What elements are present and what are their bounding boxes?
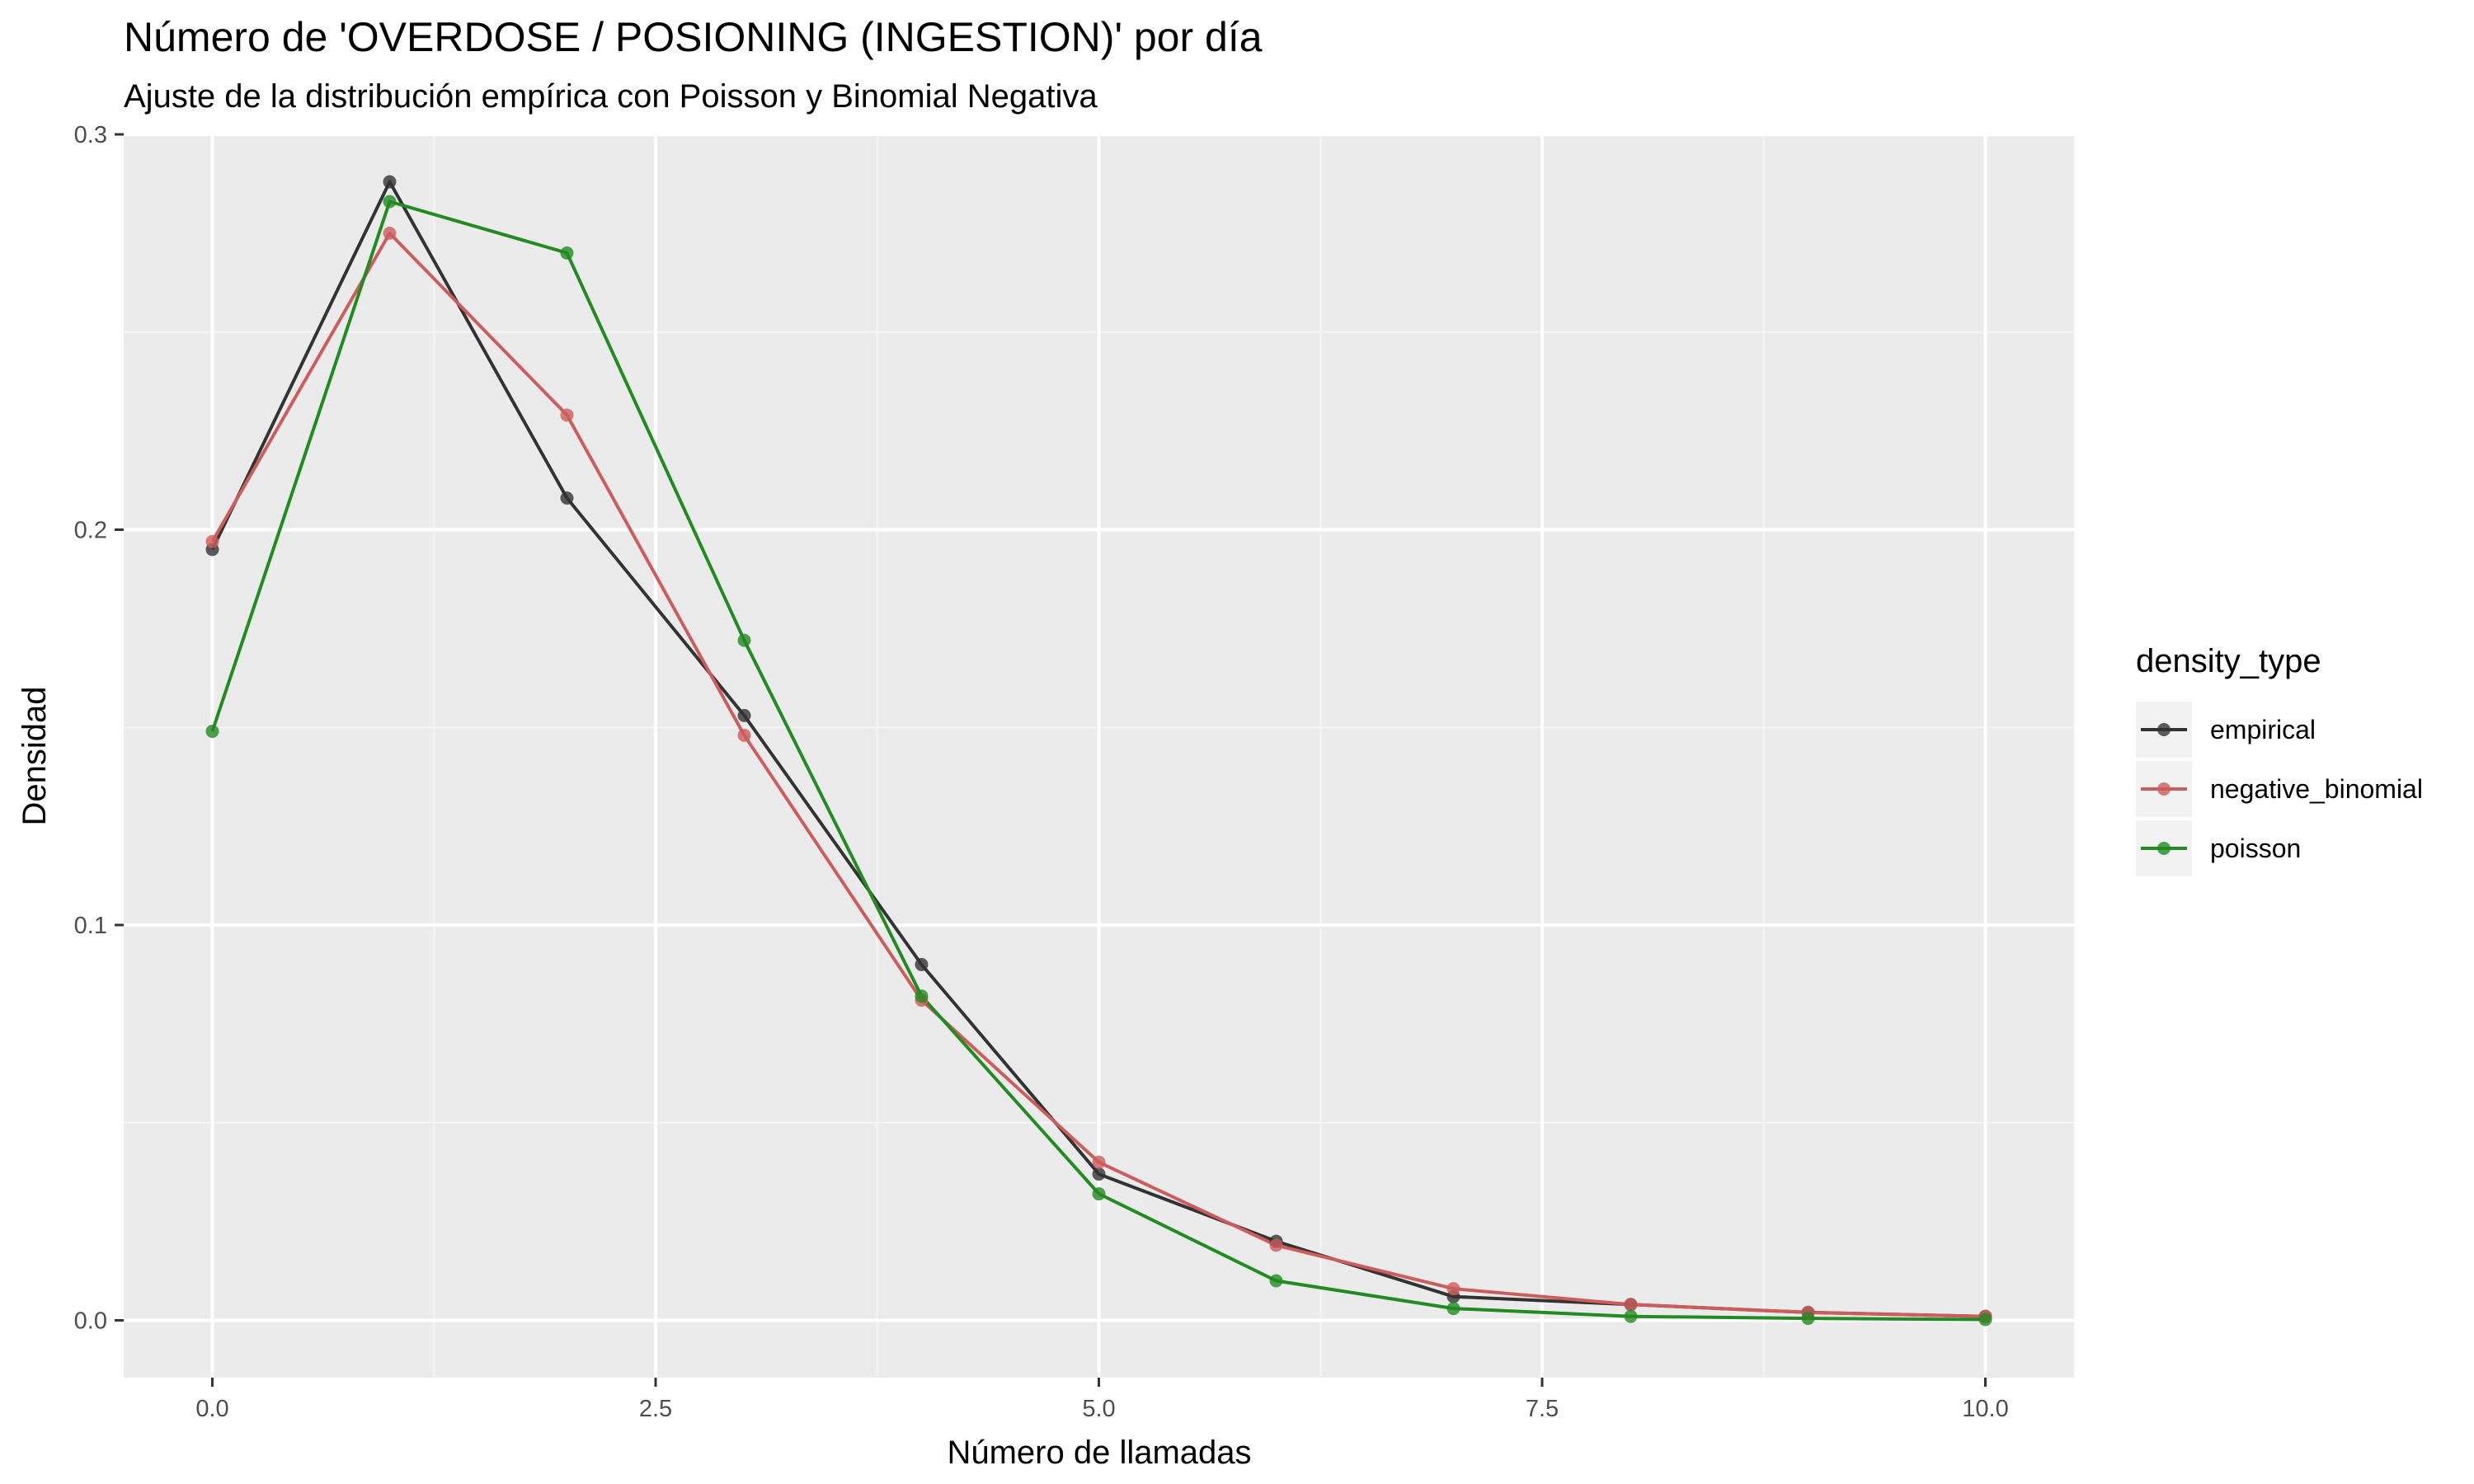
y-tick-label: 0.3 <box>74 122 107 148</box>
data-point-poisson <box>1446 1302 1460 1316</box>
x-tick-label: 0.0 <box>195 1396 228 1422</box>
legend-label-negative-binomial: negative_binomial <box>2210 774 2423 804</box>
y-axis-title: Densidad <box>16 686 53 825</box>
chart-subtitle: Ajuste de la distribución empírica con P… <box>124 78 1098 115</box>
data-point-poisson <box>915 989 929 1003</box>
x-axis-title: Número de llamadas <box>947 1435 1251 1471</box>
x-tick-label: 2.5 <box>639 1396 672 1422</box>
y-tick-label: 0.0 <box>74 1308 107 1334</box>
legend-key-point-poisson <box>2157 842 2171 855</box>
data-point-negative-binomial <box>1269 1238 1283 1252</box>
data-point-empirical <box>560 491 574 505</box>
data-point-empirical <box>915 957 929 971</box>
y-tick-label: 0.2 <box>74 517 107 543</box>
data-point-poisson <box>1801 1312 1815 1326</box>
data-point-empirical <box>1092 1167 1106 1181</box>
legend-key-point-negative-binomial <box>2157 782 2171 796</box>
data-point-negative-binomial <box>1446 1282 1460 1296</box>
x-tick-label: 5.0 <box>1082 1396 1115 1422</box>
x-tick-label: 10.0 <box>1962 1396 2008 1422</box>
data-point-poisson <box>383 195 397 209</box>
data-point-negative-binomial <box>1624 1298 1638 1312</box>
data-point-empirical <box>383 175 397 189</box>
y-axis: 0.0 0.1 0.2 0.3 <box>74 122 124 1334</box>
data-point-negative-binomial <box>1092 1155 1106 1169</box>
data-point-poisson <box>1092 1187 1106 1201</box>
series-layer <box>205 175 1992 1327</box>
data-point-poisson <box>1978 1313 1992 1327</box>
data-point-negative-binomial <box>560 408 574 422</box>
data-point-negative-binomial <box>737 728 751 742</box>
data-point-negative-binomial <box>383 226 397 240</box>
legend-label-empirical: empirical <box>2210 715 2316 744</box>
data-point-poisson <box>1624 1309 1638 1323</box>
legend-key-point-empirical <box>2157 723 2171 736</box>
data-point-empirical <box>737 708 751 722</box>
legend: density_type empirical negative_binomialp… <box>2136 643 2423 876</box>
data-point-poisson <box>205 725 219 739</box>
legend-title: density_type <box>2136 643 2321 679</box>
data-point-poisson <box>737 633 751 647</box>
data-point-negative-binomial <box>205 534 219 548</box>
data-point-poisson <box>560 246 574 260</box>
data-point-poisson <box>1269 1274 1283 1288</box>
legend-label-poisson: poisson <box>2210 834 2301 863</box>
chart-title: Número de 'OVERDOSE / POSIONING (INGESTI… <box>124 14 1263 60</box>
x-tick-label: 7.5 <box>1526 1396 1559 1422</box>
x-axis: 0.0 2.5 5.0 7.5 10.0 <box>195 1378 2009 1422</box>
y-tick-label: 0.1 <box>74 913 107 939</box>
